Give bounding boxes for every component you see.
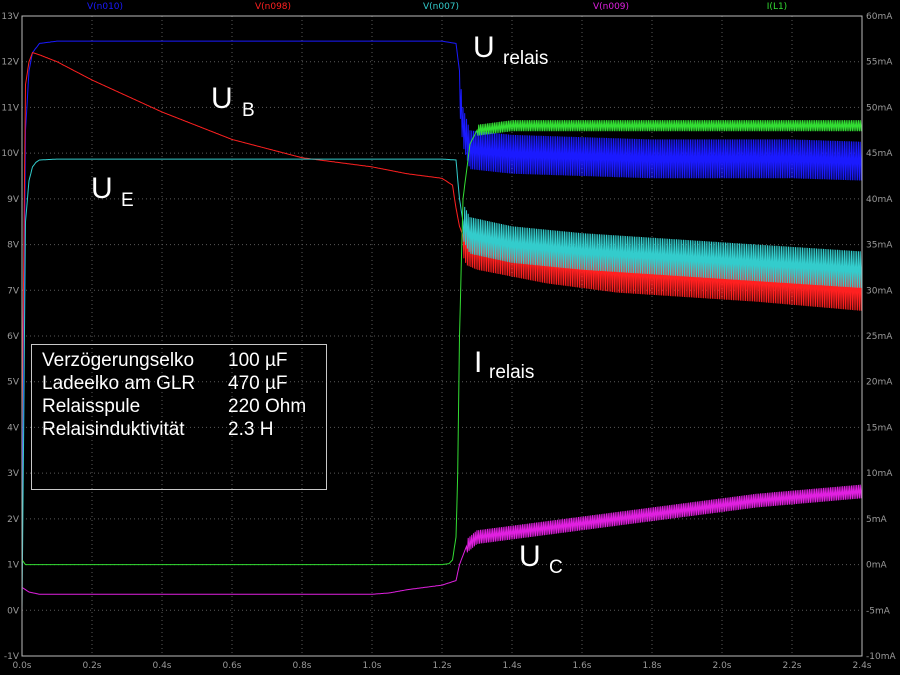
trace-header-label: V(n007) — [423, 2, 459, 12]
x-tick-label: 0.4s — [152, 661, 171, 671]
plot-frame — [21, 15, 863, 657]
x-tick-label: 1.8s — [642, 661, 661, 671]
y2-tick-label: 30mA — [866, 286, 893, 296]
annotation-i-relais-sub: relais — [489, 362, 534, 383]
trace-header-label: V(n010) — [87, 2, 123, 12]
annotation-u-b: U B — [211, 82, 255, 121]
info-value: 470 µF — [228, 373, 288, 394]
annotation-i-relais-main: I — [474, 346, 482, 379]
x-tick-label: 2.4s — [852, 661, 871, 671]
annotation-u-relais-main: U — [473, 31, 495, 64]
trace-header: V(n010) V(n098) V(n007) V(n009) I(L1) — [87, 2, 787, 12]
y-tick-label: 12V — [1, 58, 19, 68]
info-label: Relaisinduktivität — [42, 419, 185, 440]
y-tick-label: 5V — [7, 378, 20, 388]
x-tick-label: 0.0s — [12, 661, 31, 671]
annotation-u-b-main: U — [211, 82, 233, 115]
x-tick-label: 0.8s — [292, 661, 311, 671]
y-tick-label: 7V — [7, 286, 20, 296]
y2-tick-label: 50mA — [866, 103, 893, 113]
info-row: Ladeelko am GLR 470 µF — [42, 372, 326, 395]
info-value: 220 Ohm — [228, 396, 307, 417]
y2-tick-label: 40mA — [866, 195, 893, 205]
info-label: Relaisspule — [42, 396, 141, 417]
y2-tick-label: 35mA — [866, 241, 893, 251]
parameter-info-box: Verzögerungselko 100 µF Ladeelko am GLR … — [31, 344, 327, 490]
x-tick-label: 1.6s — [572, 661, 591, 671]
y-tick-label: 9V — [7, 195, 20, 205]
info-value: 100 µF — [228, 350, 288, 371]
info-value: 2.3 H — [228, 419, 274, 440]
y2-axis-ticks: -10mA -5mA 0mA 5mA 10mA 15mA 20mA 25mA 30mA 35mA 4… — [866, 12, 896, 662]
y2-tick-label: 10mA — [866, 469, 893, 479]
y2-tick-label: 5mA — [866, 515, 887, 525]
y2-tick-label: 20mA — [866, 378, 893, 388]
y2-tick-label: -5mA — [866, 606, 891, 616]
y2-tick-label: 15mA — [866, 423, 893, 433]
y2-tick-label: 45mA — [866, 149, 893, 159]
grid-lines — [21, 15, 863, 657]
y-tick-label: 3V — [7, 469, 20, 479]
annotation-u-c-sub: C — [549, 557, 563, 578]
x-axis-ticks: 0.0s 0.2s 0.4s 0.6s 0.8s 1.0s 1.2s 1.4s 1.6s 1.8s… — [12, 661, 871, 671]
trace-header-label: V(n009) — [593, 2, 629, 12]
x-tick-label: 2.2s — [782, 661, 801, 671]
trace-i-l1 — [21, 120, 863, 566]
annotation-u-b-sub: B — [242, 100, 255, 121]
trace-v-n010 — [21, 40, 863, 565]
trace-v-n009 — [21, 484, 863, 595]
annotation-u-relais: U relais — [473, 31, 548, 69]
y-tick-label: 4V — [7, 423, 20, 433]
info-label: Verzögerungselko — [42, 350, 195, 371]
y-axis-ticks: -1V 0V 1V 2V 3V 4V 5V 6V 7V 8V 9V 10V 11V 12V 13V — [1, 12, 19, 662]
annotation-u-e-sub: E — [121, 190, 134, 211]
y-tick-label: 10V — [1, 149, 19, 159]
annotation-u-e: U E — [91, 172, 134, 211]
y-tick-label: 1V — [7, 561, 20, 571]
annotation-u-relais-sub: relais — [503, 48, 548, 69]
y2-tick-label: -10mA — [866, 652, 896, 662]
info-label: Ladeelko am GLR — [42, 373, 196, 394]
x-tick-label: 2.0s — [712, 661, 731, 671]
trace-v-n007 — [21, 158, 863, 611]
trace-header-label: V(n098) — [255, 2, 291, 12]
trace-header-label: I(L1) — [767, 2, 787, 12]
info-row: Relaisspule 220 Ohm — [42, 395, 326, 418]
y2-tick-label: 25mA — [866, 332, 893, 342]
annotation-i-relais: I relais — [474, 346, 534, 383]
x-tick-label: 0.6s — [222, 661, 241, 671]
y-tick-label: -1V — [4, 652, 20, 662]
info-row: Relaisinduktivität 2.3 H — [42, 418, 326, 441]
annotation-u-c-main: U — [519, 540, 541, 573]
annotation-u-e-main: U — [91, 172, 113, 205]
annotation-u-c: U C — [519, 540, 563, 578]
y2-tick-label: 60mA — [866, 12, 893, 22]
x-tick-label: 1.0s — [362, 661, 381, 671]
y2-tick-label: 0mA — [866, 561, 887, 571]
y-tick-label: 11V — [1, 103, 19, 113]
y2-tick-label: 55mA — [866, 58, 893, 68]
x-tick-label: 1.2s — [432, 661, 451, 671]
x-tick-label: 0.2s — [82, 661, 101, 671]
trace-lines — [21, 40, 863, 611]
x-tick-label: 1.4s — [502, 661, 521, 671]
y-tick-label: 6V — [7, 332, 20, 342]
y-tick-label: 2V — [7, 515, 20, 525]
info-row: Verzögerungselko 100 µF — [42, 349, 326, 372]
y-tick-label: 0V — [7, 606, 20, 616]
y-tick-label: 8V — [7, 241, 20, 251]
y-tick-label: 13V — [1, 12, 19, 22]
